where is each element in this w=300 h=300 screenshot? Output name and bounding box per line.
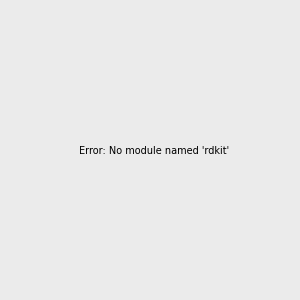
- Text: Error: No module named 'rdkit': Error: No module named 'rdkit': [79, 146, 229, 157]
